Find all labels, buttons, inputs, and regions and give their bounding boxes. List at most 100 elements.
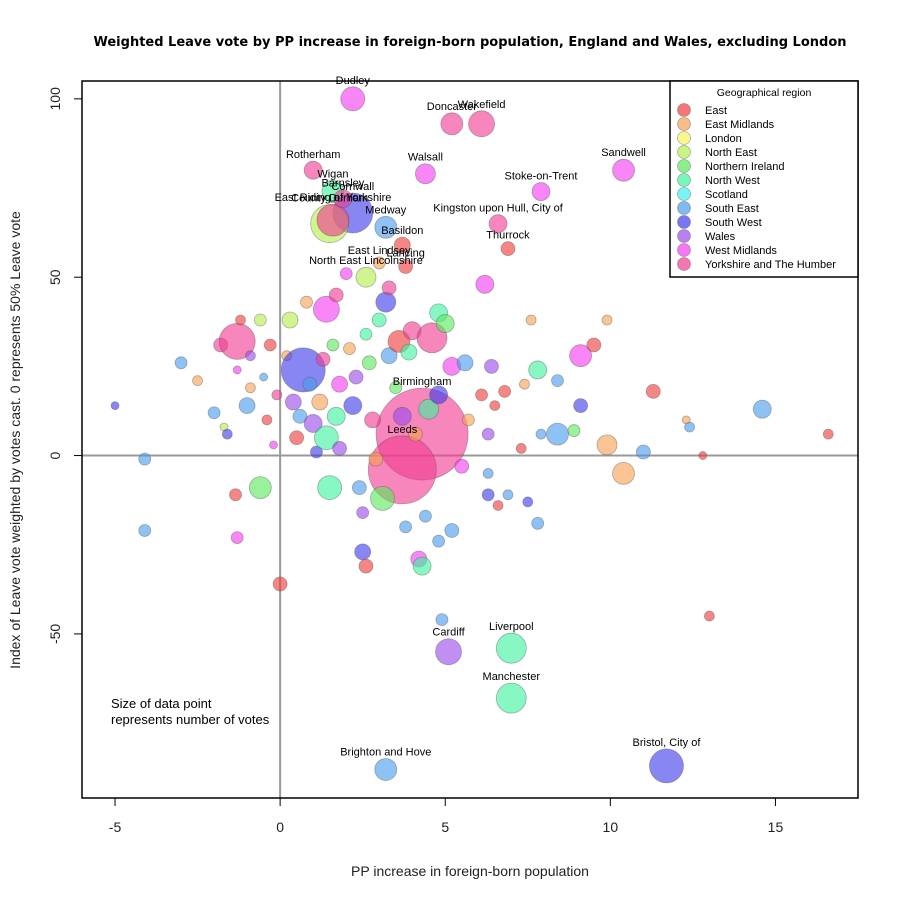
point-label: Bristol, City of <box>633 737 702 749</box>
legend-entry-label: Scotland <box>705 189 748 201</box>
legend-entry-label: Wales <box>705 231 736 243</box>
legend-entry-label: London <box>705 133 742 145</box>
data-point <box>698 451 708 460</box>
data-point <box>271 389 283 401</box>
data-point <box>435 613 449 627</box>
data-point <box>248 476 272 500</box>
size-note-line-2: represents number of votes <box>111 712 270 727</box>
labeled-point <box>649 748 684 784</box>
x-axis: -5 0 5 10 15 <box>109 798 783 835</box>
point-label: Doncaster <box>427 101 477 113</box>
x-axis-label: PP increase in foreign-born population <box>351 863 589 879</box>
data-point <box>302 376 318 392</box>
data-point <box>356 506 370 520</box>
y-tick-label: 50 <box>47 269 63 285</box>
legend-swatch <box>677 103 691 117</box>
data-point <box>419 509 432 523</box>
labeled-point <box>340 86 366 112</box>
legend-swatch <box>677 131 691 145</box>
data-point <box>238 397 256 415</box>
labeled-point <box>333 189 353 209</box>
data-point <box>361 355 377 371</box>
data-point <box>681 415 691 425</box>
data-point <box>328 287 344 303</box>
legend-entry-label: East Midlands <box>705 119 775 131</box>
legend-entries: East East Midlands London North East Norther… <box>677 103 836 271</box>
point-label: Walsall <box>408 152 443 164</box>
point-label: Thurrock <box>486 230 530 242</box>
data-point <box>456 354 474 372</box>
legend: Geographical region East East Midlands Lon… <box>669 80 859 278</box>
data-point <box>752 399 772 419</box>
data-point <box>359 327 373 341</box>
point-label: Rotherham <box>286 149 340 161</box>
y-tick-label: -50 <box>47 624 63 644</box>
data-point <box>515 443 527 454</box>
data-point <box>230 531 244 544</box>
data-point <box>435 314 455 333</box>
data-point <box>392 406 412 426</box>
x-tick-label: 0 <box>276 819 284 835</box>
legend-swatch <box>677 159 691 173</box>
data-point <box>635 444 651 460</box>
y-tick-label: 0 <box>47 451 63 459</box>
legend-swatch <box>677 215 691 229</box>
data-point <box>313 425 339 451</box>
legend-swatch <box>677 117 691 131</box>
data-point <box>261 414 273 426</box>
data-point <box>399 520 413 534</box>
data-point <box>245 350 256 362</box>
data-point <box>235 314 246 326</box>
data-point <box>269 440 278 450</box>
data-point <box>429 385 449 405</box>
point-label: East Lindsey <box>348 245 411 257</box>
data-point <box>368 451 384 467</box>
point-label: Basildon <box>381 225 423 237</box>
point-label: County Durham <box>291 193 368 205</box>
data-point <box>498 384 512 398</box>
data-point <box>586 337 602 353</box>
labeled-point <box>488 214 508 234</box>
point-label: Cardiff <box>432 627 465 639</box>
data-point <box>573 398 589 414</box>
data-point <box>567 424 581 437</box>
data-point <box>522 496 534 508</box>
point-label: Lancing <box>386 247 425 259</box>
point-label: Wakefield <box>458 99 506 111</box>
legend-entry-label: North West <box>705 175 760 187</box>
data-point <box>461 413 475 427</box>
data-point <box>303 414 323 433</box>
data-point <box>535 428 547 440</box>
data-point <box>312 295 340 323</box>
data-point <box>484 358 499 374</box>
data-point <box>475 388 488 402</box>
data-point <box>375 291 397 313</box>
point-label: Manchester <box>483 671 541 683</box>
data-point <box>444 523 460 538</box>
legend-box <box>669 80 859 278</box>
data-point <box>326 338 340 352</box>
data-point <box>381 280 397 296</box>
data-point <box>174 356 188 370</box>
x-tick-label: -5 <box>109 819 122 835</box>
point-label: Liverpool <box>489 621 534 633</box>
data-point <box>370 485 395 511</box>
labeled-point <box>440 112 464 136</box>
labeled-point <box>495 682 527 714</box>
data-point <box>138 524 152 537</box>
data-point <box>354 543 372 561</box>
legend-swatch <box>677 243 691 257</box>
point-label: North East Lincolnshire <box>309 255 423 267</box>
data-point <box>332 441 347 456</box>
legend-swatch <box>677 229 691 243</box>
data-point <box>253 313 267 327</box>
x-tick-label: 10 <box>603 819 619 835</box>
labeled-point <box>495 632 527 664</box>
plot-frame <box>81 80 859 799</box>
data-point <box>569 344 593 368</box>
data-point <box>317 475 343 501</box>
data-point <box>232 365 242 375</box>
data-point <box>221 428 233 440</box>
point-label: Wigan <box>317 169 348 181</box>
data-point <box>412 556 432 576</box>
